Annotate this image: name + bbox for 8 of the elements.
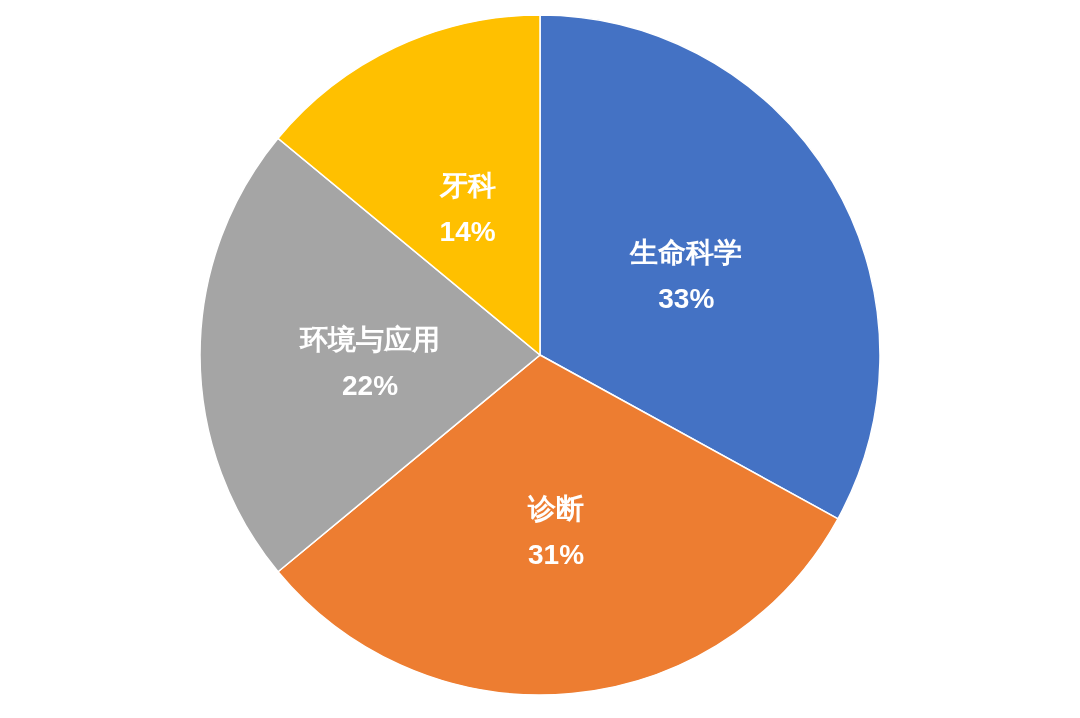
data-label: 14%: [439, 216, 496, 248]
slice-label: 牙科: [438, 170, 496, 202]
data-label: 33%: [658, 283, 715, 315]
slice-label: 环境与应用: [299, 324, 440, 355]
data-label: 31%: [527, 539, 585, 571]
slice-label: 诊断: [527, 493, 584, 525]
data-label: 22%: [341, 370, 399, 401]
slice-label: 生命科学: [629, 237, 743, 269]
